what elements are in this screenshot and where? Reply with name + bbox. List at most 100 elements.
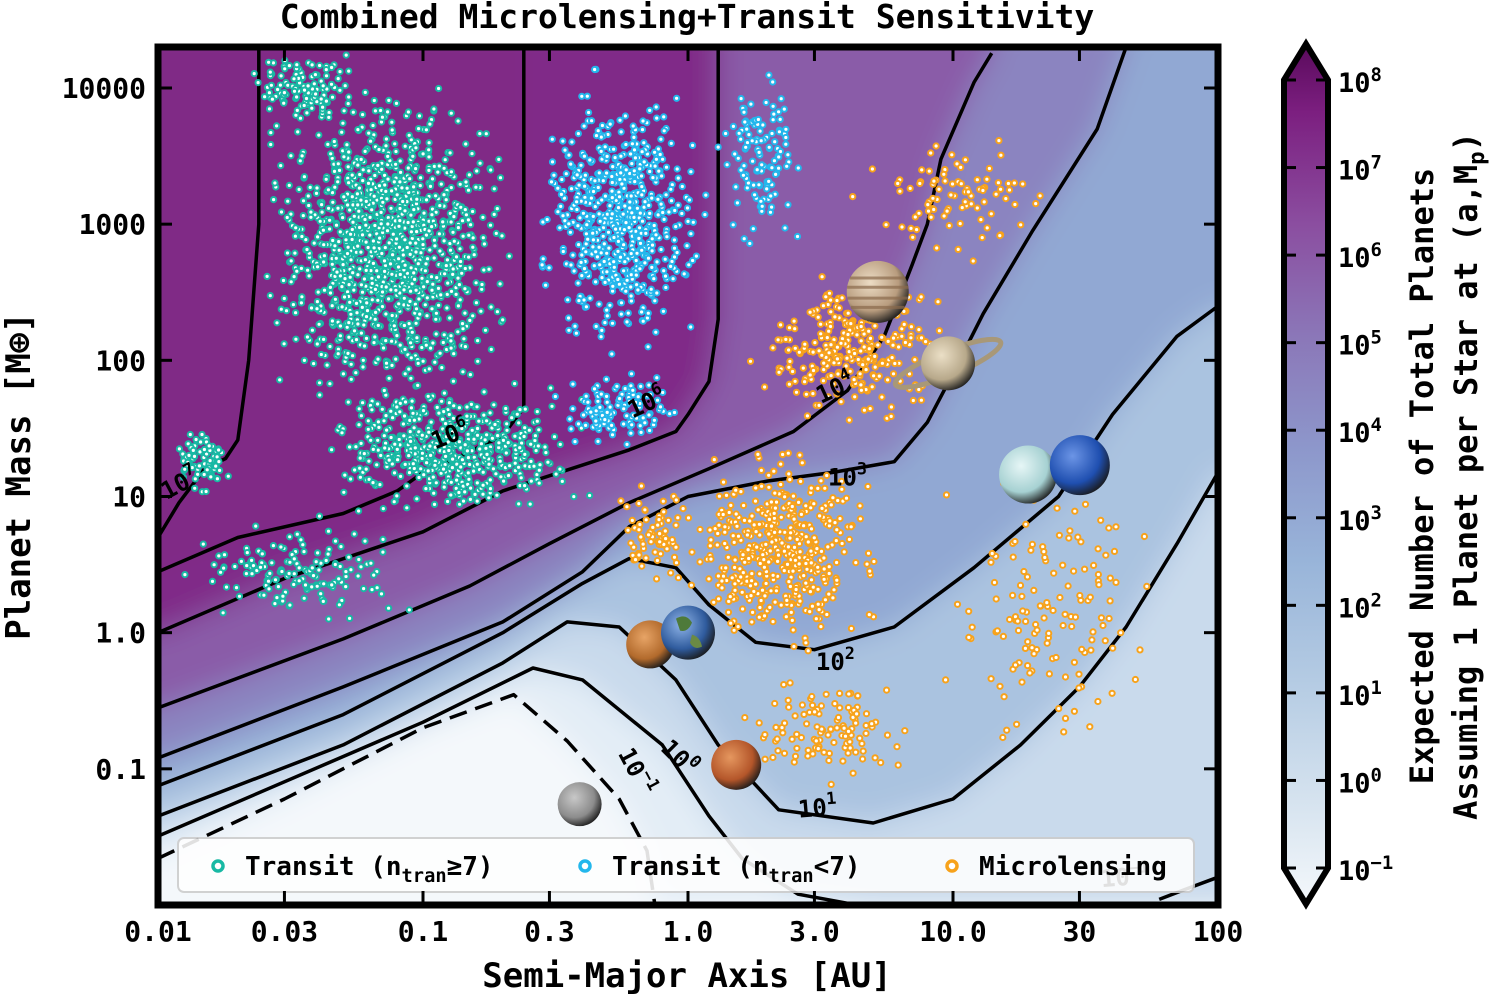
data-point	[539, 255, 547, 263]
data-point	[454, 302, 462, 310]
data-point	[550, 433, 559, 441]
data-point	[574, 130, 583, 138]
data-point	[728, 574, 736, 582]
data-point	[359, 111, 367, 119]
data-point	[820, 359, 828, 367]
data-point	[557, 190, 566, 198]
data-point	[355, 184, 363, 192]
data-point	[542, 449, 550, 457]
data-point	[326, 216, 334, 224]
data-point	[777, 321, 785, 329]
data-point	[614, 247, 622, 255]
data-point	[379, 535, 387, 544]
x-tick-label: 10.0	[919, 915, 986, 948]
data-point	[208, 577, 217, 586]
data-point	[900, 320, 908, 328]
data-point	[344, 201, 352, 209]
data-point	[345, 319, 353, 327]
data-point	[592, 248, 600, 256]
data-point	[356, 170, 364, 179]
data-point	[817, 702, 826, 710]
data-point	[924, 207, 933, 215]
data-point	[665, 208, 673, 216]
data-point	[637, 482, 646, 490]
data-point	[486, 409, 494, 417]
legend-marker-2	[945, 859, 959, 873]
data-point	[801, 378, 809, 386]
data-point	[328, 446, 336, 454]
data-point	[615, 193, 624, 201]
data-point	[435, 409, 443, 417]
data-point	[599, 232, 607, 240]
data-point	[634, 286, 642, 294]
data-point	[406, 175, 414, 183]
data-point	[346, 614, 354, 623]
data-point	[983, 175, 991, 183]
data-point	[598, 121, 607, 130]
data-point	[653, 289, 661, 297]
data-point	[827, 725, 835, 733]
data-point	[606, 202, 614, 210]
data-point	[355, 421, 363, 429]
data-point	[1105, 614, 1113, 623]
data-point	[706, 542, 714, 550]
data-point	[1065, 534, 1073, 542]
data-point	[956, 220, 964, 228]
data-point	[751, 191, 759, 199]
data-point	[407, 228, 415, 236]
data-point	[864, 355, 872, 363]
data-point	[636, 265, 644, 273]
data-point	[564, 296, 572, 304]
data-point	[601, 319, 609, 327]
data-point	[661, 527, 669, 535]
data-point	[324, 550, 332, 558]
data-point	[480, 240, 488, 248]
data-point	[447, 337, 455, 345]
data-point	[875, 372, 883, 380]
data-point	[770, 509, 778, 518]
data-point	[845, 535, 854, 544]
data-point	[558, 175, 566, 184]
data-point	[283, 249, 292, 257]
data-point	[447, 344, 455, 352]
data-point	[575, 241, 583, 249]
data-point	[264, 577, 273, 585]
data-point	[404, 108, 412, 116]
data-point	[350, 530, 358, 538]
data-point	[388, 270, 396, 278]
data-point	[348, 171, 356, 179]
data-point	[571, 438, 579, 446]
data-point	[1011, 200, 1019, 209]
data-point	[371, 221, 379, 230]
data-point	[582, 421, 590, 429]
data-point	[733, 522, 741, 530]
data-point	[322, 556, 330, 565]
data-point	[319, 103, 327, 111]
data-point	[653, 575, 661, 583]
data-point	[771, 598, 779, 606]
data-point	[414, 381, 422, 389]
earth-icon-disc	[661, 605, 715, 660]
data-point	[569, 380, 577, 388]
data-point	[297, 536, 305, 544]
data-point	[447, 218, 455, 226]
data-point	[818, 273, 826, 281]
data-point	[672, 521, 680, 529]
data-point	[419, 235, 427, 243]
data-point	[314, 288, 322, 296]
data-point	[314, 549, 322, 557]
data-point	[993, 627, 1002, 635]
data-point	[388, 118, 396, 126]
data-point	[386, 260, 395, 268]
data-point	[780, 547, 789, 555]
data-point	[924, 201, 932, 209]
data-point	[260, 591, 268, 599]
data-point	[727, 619, 735, 627]
data-point	[635, 499, 643, 508]
data-point	[859, 361, 867, 369]
data-point	[1078, 645, 1086, 654]
data-point	[652, 155, 661, 163]
data-point	[470, 251, 478, 259]
data-point	[672, 223, 680, 231]
data-point	[313, 340, 321, 348]
